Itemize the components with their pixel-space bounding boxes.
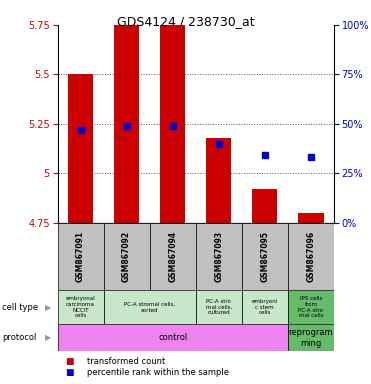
Bar [104, 290, 196, 324]
Text: GSM867094: GSM867094 [168, 231, 177, 282]
Bar [288, 324, 334, 351]
Bar [196, 223, 242, 290]
Bar [242, 290, 288, 324]
Bar [242, 223, 288, 290]
Text: GDS4124 / 238730_at: GDS4124 / 238730_at [117, 15, 254, 28]
Text: control: control [158, 333, 187, 343]
Text: percentile rank within the sample: percentile rank within the sample [87, 369, 229, 377]
Bar [196, 290, 242, 324]
Text: transformed count: transformed count [87, 357, 165, 366]
Bar [68, 74, 93, 223]
Bar [206, 138, 232, 223]
Text: GSM867092: GSM867092 [122, 231, 131, 282]
Bar [104, 223, 150, 290]
Bar [150, 223, 196, 290]
Text: PC-A stro
mal cells,
cultured: PC-A stro mal cells, cultured [206, 299, 232, 316]
Text: ▶: ▶ [45, 303, 52, 312]
Text: GSM867095: GSM867095 [260, 231, 269, 282]
Text: GSM867091: GSM867091 [76, 231, 85, 282]
Text: cell type: cell type [2, 303, 38, 312]
Text: protocol: protocol [2, 333, 36, 343]
Text: ■: ■ [65, 369, 73, 377]
Bar [58, 290, 104, 324]
Text: embryoni
c stem
cells: embryoni c stem cells [252, 299, 278, 316]
Bar [288, 223, 334, 290]
Text: embryonal
carcinoma
NCCIT
cells: embryonal carcinoma NCCIT cells [66, 296, 95, 318]
Bar [288, 290, 334, 324]
Bar [160, 5, 186, 223]
Text: GSM867093: GSM867093 [214, 231, 223, 282]
Text: IPS cells
from
PC-A stro
mal cells: IPS cells from PC-A stro mal cells [298, 296, 323, 318]
Bar [298, 213, 324, 223]
Text: GSM867096: GSM867096 [306, 231, 315, 282]
Text: reprogram
ming: reprogram ming [289, 328, 333, 348]
Text: PC-A stromal cells,
sorted: PC-A stromal cells, sorted [124, 302, 175, 313]
Bar [114, 0, 139, 223]
Bar [252, 189, 278, 223]
Bar [58, 223, 104, 290]
Bar [58, 324, 288, 351]
Text: ▶: ▶ [45, 333, 52, 343]
Text: ■: ■ [65, 357, 73, 366]
